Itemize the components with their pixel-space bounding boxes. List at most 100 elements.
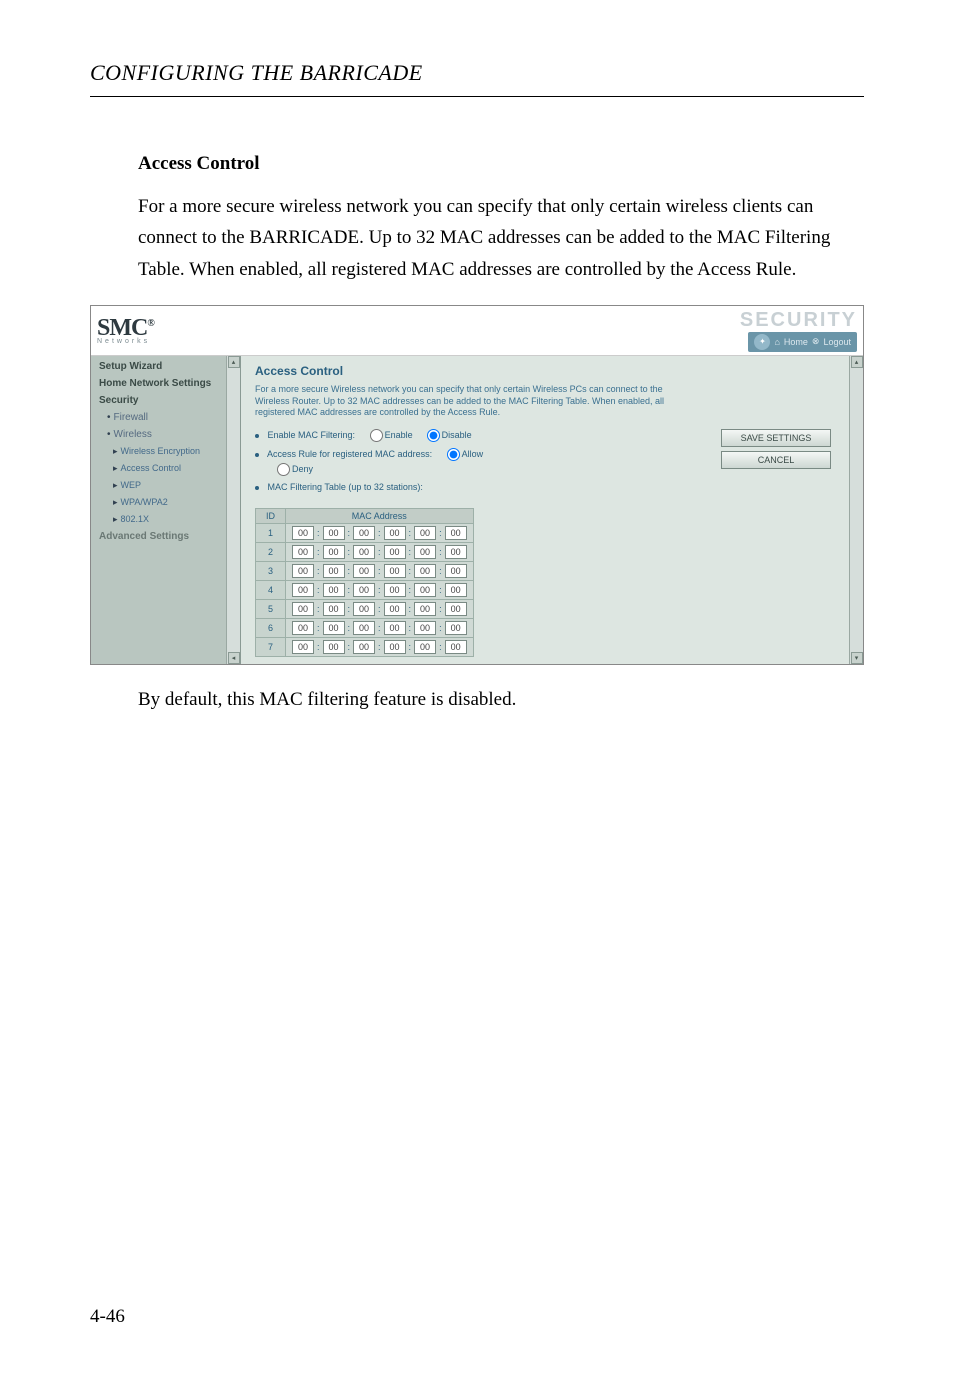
mac-separator: : — [436, 547, 445, 557]
sidebar-item-firewall[interactable]: •Firewall — [91, 409, 240, 426]
mac-octet-input[interactable] — [445, 564, 467, 578]
scroll-up-icon[interactable]: ▴ — [228, 356, 240, 368]
mac-separator: : — [345, 604, 354, 614]
table-row: 4::::: — [256, 581, 474, 600]
mac-octet-input[interactable] — [445, 583, 467, 597]
content-scrollbar[interactable]: ▴ ▾ — [849, 356, 863, 664]
mac-octet-input[interactable] — [414, 583, 436, 597]
mac-octet-input[interactable] — [384, 526, 406, 540]
enable-radio[interactable] — [370, 429, 383, 442]
mac-separator: : — [436, 528, 445, 538]
home-link[interactable]: Home — [784, 337, 808, 347]
mac-octet-input[interactable] — [384, 602, 406, 616]
screenshot-header: SMC® Networks SECURITY ✦ ⌂ Home ⊗ Logout — [91, 306, 863, 356]
disable-radio[interactable] — [427, 429, 440, 442]
deny-radio-label[interactable]: Deny — [277, 464, 313, 474]
mac-octet-input[interactable] — [414, 564, 436, 578]
mac-octet-input[interactable] — [323, 640, 345, 654]
access-rule-label: Access Rule for registered MAC address: — [267, 449, 432, 459]
mac-octet-input[interactable] — [292, 526, 314, 540]
mac-octet-input[interactable] — [323, 564, 345, 578]
scroll-up-icon[interactable]: ▴ — [851, 356, 863, 368]
options-block: Enable MAC Filtering: Enable Disable Acc… — [255, 429, 483, 498]
mac-separator: : — [406, 585, 415, 595]
mac-octet-input[interactable] — [353, 583, 375, 597]
scroll-left-icon[interactable]: ◂ — [228, 652, 240, 664]
mac-octet-input[interactable] — [384, 583, 406, 597]
table-row: 1::::: — [256, 524, 474, 543]
mac-separator: : — [436, 604, 445, 614]
mac-octet-input[interactable] — [323, 621, 345, 635]
table-row: 5::::: — [256, 600, 474, 619]
mac-octet-input[interactable] — [414, 621, 436, 635]
sidebar-item-8021x[interactable]: ▸802.1X — [91, 511, 240, 528]
mac-octet-input[interactable] — [384, 545, 406, 559]
cancel-button[interactable]: CANCEL — [721, 451, 831, 469]
mac-octet-input[interactable] — [353, 526, 375, 540]
mac-octet-input[interactable] — [384, 564, 406, 578]
home-icon[interactable]: ⌂ — [774, 337, 779, 347]
enable-radio-label[interactable]: Enable — [370, 429, 413, 442]
mac-octet-input[interactable] — [414, 602, 436, 616]
mac-octet-input[interactable] — [384, 621, 406, 635]
sidebar-item-wireless-encryption[interactable]: ▸Wireless Encryption — [91, 443, 240, 460]
sidebar-label: 802.1X — [121, 514, 150, 524]
content-description: For a more secure Wireless network you c… — [255, 384, 675, 419]
disable-text: Disable — [442, 430, 472, 440]
mac-octet-input[interactable] — [353, 564, 375, 578]
sidebar-item-home-network[interactable]: Home Network Settings — [91, 375, 240, 392]
sidebar-item-wep[interactable]: ▸WEP — [91, 477, 240, 494]
sidebar-item-wpa[interactable]: ▸WPA/WPA2 — [91, 494, 240, 511]
mac-separator: : — [314, 642, 323, 652]
sidebar-label: Wireless — [114, 429, 152, 440]
mac-octet-input[interactable] — [292, 564, 314, 578]
mac-octet-input[interactable] — [323, 583, 345, 597]
mac-octet-input[interactable] — [323, 545, 345, 559]
mac-octet-input[interactable] — [353, 640, 375, 654]
mac-separator: : — [314, 604, 323, 614]
mac-octet-input[interactable] — [292, 640, 314, 654]
mac-octet-input[interactable] — [414, 640, 436, 654]
options-row: Enable MAC Filtering: Enable Disable Acc… — [255, 429, 849, 498]
sidebar-item-access-control[interactable]: ▸Access Control — [91, 460, 240, 477]
mac-octet-input[interactable] — [323, 602, 345, 616]
header-bar: ✦ ⌂ Home ⊗ Logout — [748, 332, 857, 352]
table-row: 6::::: — [256, 619, 474, 638]
scroll-down-icon[interactable]: ▾ — [851, 652, 863, 664]
mac-octet-input[interactable] — [323, 526, 345, 540]
deny-text: Deny — [292, 464, 313, 474]
sidebar-item-advanced[interactable]: Advanced Settings — [91, 528, 240, 545]
mac-octet-input[interactable] — [414, 545, 436, 559]
mac-octet-input[interactable] — [384, 640, 406, 654]
mac-octet-input[interactable] — [353, 602, 375, 616]
disable-radio-label[interactable]: Disable — [427, 429, 472, 442]
logout-link[interactable]: Logout — [823, 337, 851, 347]
row-id: 5 — [256, 600, 286, 619]
logout-icon[interactable]: ⊗ — [812, 336, 820, 347]
section-title: Access Control — [138, 153, 864, 175]
deny-radio[interactable] — [277, 463, 290, 476]
mac-octet-input[interactable] — [445, 602, 467, 616]
mac-separator: : — [345, 566, 354, 576]
mac-octet-input[interactable] — [353, 621, 375, 635]
sidebar-item-setup-wizard[interactable]: Setup Wizard — [91, 358, 240, 375]
help-icon[interactable]: ✦ — [754, 334, 770, 350]
mac-octet-input[interactable] — [445, 640, 467, 654]
allow-radio[interactable] — [447, 448, 460, 461]
mac-octet-input[interactable] — [292, 602, 314, 616]
mac-octet-input[interactable] — [292, 583, 314, 597]
mac-octet-input[interactable] — [445, 545, 467, 559]
allow-radio-label[interactable]: Allow — [447, 448, 484, 461]
mac-separator: : — [314, 566, 323, 576]
mac-separator: : — [345, 585, 354, 595]
mac-octet-input[interactable] — [414, 526, 436, 540]
save-settings-button[interactable]: SAVE SETTINGS — [721, 429, 831, 447]
mac-octet-input[interactable] — [445, 526, 467, 540]
sidebar-item-security[interactable]: Security — [91, 392, 240, 409]
mac-octet-input[interactable] — [445, 621, 467, 635]
mac-octet-input[interactable] — [292, 621, 314, 635]
sidebar-scrollbar[interactable]: ▴ ◂ — [226, 356, 240, 664]
mac-octet-input[interactable] — [292, 545, 314, 559]
sidebar-item-wireless[interactable]: •Wireless — [91, 426, 240, 443]
mac-octet-input[interactable] — [353, 545, 375, 559]
